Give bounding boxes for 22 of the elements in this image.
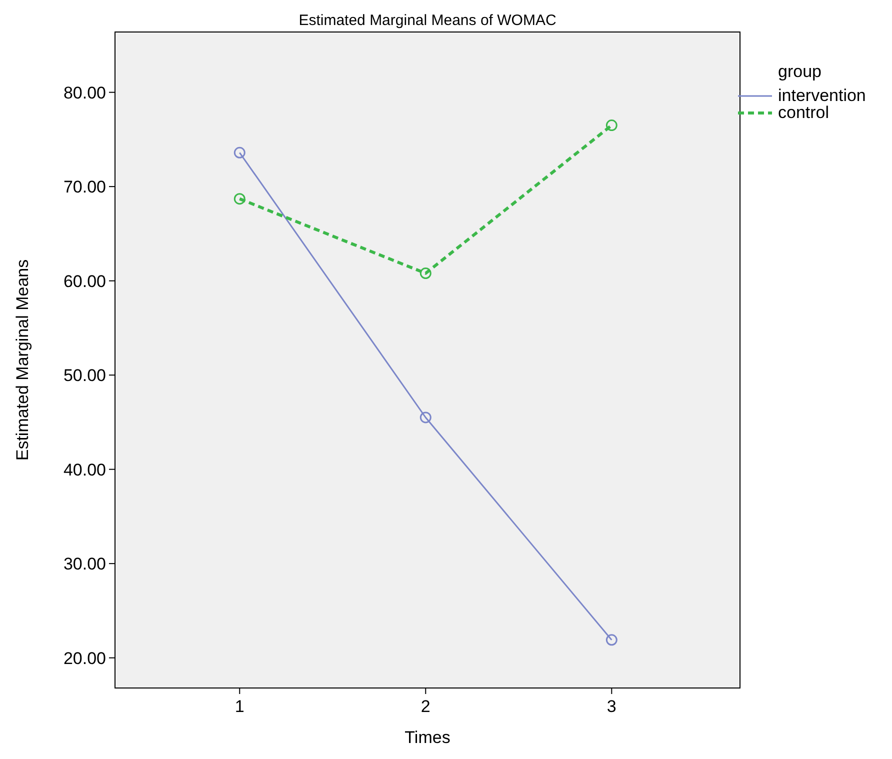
point — [420, 268, 432, 280]
point — [606, 634, 618, 646]
point — [234, 193, 246, 205]
y-tick-label: 60.00 — [63, 272, 106, 291]
x-tick-label: 3 — [606, 697, 616, 716]
x-tick-label: 1 — [234, 697, 244, 716]
x-tick-label: 2 — [420, 697, 430, 716]
y-tick-label: 50.00 — [63, 366, 106, 386]
point — [606, 120, 618, 132]
chart-title: Estimated Marginal Means of WOMAC — [298, 12, 556, 29]
legend-label: intervention — [778, 86, 866, 105]
y-tick-label: 80.00 — [63, 83, 106, 102]
legend-label: control — [778, 103, 830, 122]
point — [420, 412, 432, 424]
y-tick-label: 70.00 — [63, 178, 106, 197]
x-axis-title: Times — [404, 728, 450, 747]
y-tick-label: 40.00 — [63, 460, 106, 480]
y-tick-label: 20.00 — [63, 648, 106, 668]
point — [234, 146, 246, 158]
y-tick-label: 30.00 — [63, 554, 106, 574]
legend-title: group — [778, 62, 822, 81]
y-axis-title: Estimated Marginal Means — [13, 259, 32, 461]
